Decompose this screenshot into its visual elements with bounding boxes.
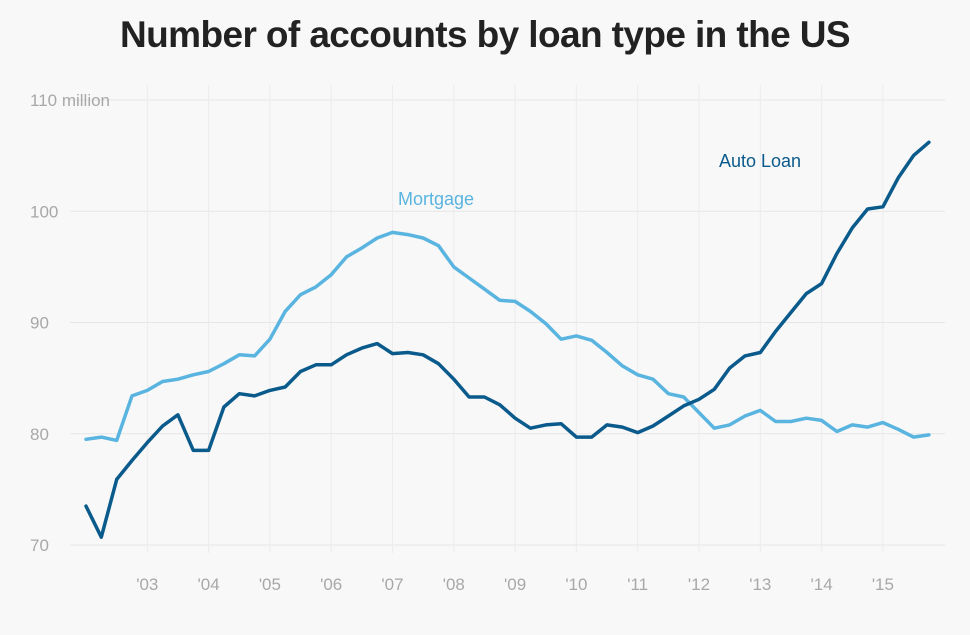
x-tick-label: '12 <box>688 575 710 594</box>
series-layer <box>84 140 931 539</box>
x-tick-label: '14 <box>811 575 833 594</box>
grid-layer <box>70 85 945 553</box>
x-tick-label: '04 <box>198 575 220 594</box>
x-tick-label: '06 <box>320 575 342 594</box>
x-tick-label: '05 <box>259 575 281 594</box>
x-tick-label: '07 <box>381 575 403 594</box>
x-tick-label: '03 <box>136 575 158 594</box>
auto-loan-label: Auto Loan <box>719 151 801 171</box>
mortgage-label: Mortgage <box>398 189 474 209</box>
y-tick-label: 80 <box>30 425 49 444</box>
x-tick-label: '10 <box>565 575 587 594</box>
y-tick-label: 110 million <box>30 91 110 110</box>
axis-layer: 70 80 90 100 110 million '03 '04 '05 '06 '07 '08 '0… <box>30 91 894 594</box>
x-tick-label: '11 <box>627 575 648 594</box>
y-tick-label: 70 <box>30 536 49 555</box>
mortgage-line <box>84 230 931 443</box>
label-layer: Mortgage Auto Loan <box>398 151 801 209</box>
y-tick-label: 90 <box>30 314 49 333</box>
y-tick-label: 100 <box>30 202 58 221</box>
x-tick-label: '08 <box>443 575 465 594</box>
x-tick-label: '09 <box>504 575 526 594</box>
x-tick-label: '15 <box>872 575 894 594</box>
chart-title: Number of accounts by loan type in the U… <box>120 14 850 55</box>
x-tick-label: '13 <box>749 575 771 594</box>
auto-loan-line <box>84 140 931 539</box>
